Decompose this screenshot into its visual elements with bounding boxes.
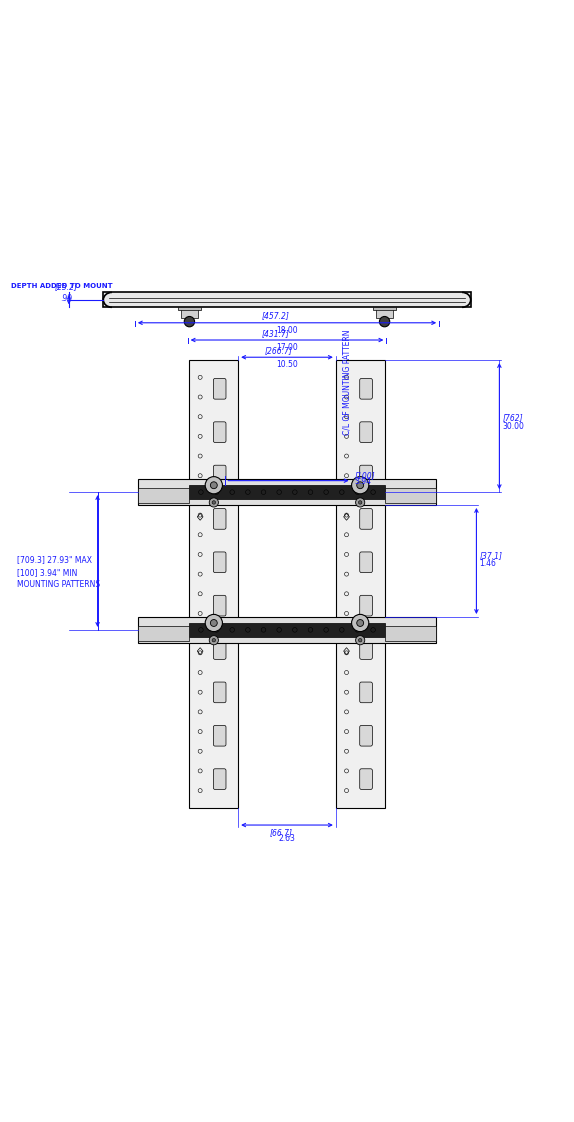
Circle shape bbox=[358, 638, 362, 642]
Text: 3.94: 3.94 bbox=[354, 477, 371, 486]
FancyBboxPatch shape bbox=[214, 769, 226, 790]
FancyBboxPatch shape bbox=[214, 596, 226, 616]
FancyBboxPatch shape bbox=[360, 508, 373, 530]
FancyBboxPatch shape bbox=[214, 508, 226, 530]
Bar bbox=[189, 623, 385, 637]
Circle shape bbox=[212, 638, 216, 642]
Circle shape bbox=[351, 615, 369, 632]
FancyBboxPatch shape bbox=[360, 769, 373, 790]
Circle shape bbox=[184, 316, 195, 327]
Circle shape bbox=[210, 481, 217, 489]
FancyBboxPatch shape bbox=[214, 682, 226, 702]
FancyBboxPatch shape bbox=[214, 552, 226, 572]
Text: C/L OF MOUNTING PATTERN: C/L OF MOUNTING PATTERN bbox=[343, 329, 352, 434]
Text: [25.2]: [25.2] bbox=[55, 282, 77, 291]
Circle shape bbox=[379, 316, 390, 327]
Text: DEPTH ADDED TO MOUNT: DEPTH ADDED TO MOUNT bbox=[11, 284, 113, 289]
Text: 1.46: 1.46 bbox=[479, 560, 496, 569]
Bar bbox=[178, 307, 201, 310]
FancyBboxPatch shape bbox=[360, 552, 373, 572]
Bar bbox=[138, 626, 189, 641]
Bar bbox=[373, 307, 396, 310]
Bar bbox=[103, 293, 471, 307]
Bar bbox=[138, 617, 436, 643]
FancyBboxPatch shape bbox=[214, 378, 226, 399]
FancyBboxPatch shape bbox=[360, 596, 373, 616]
Bar bbox=[138, 488, 189, 504]
Text: 17.00: 17.00 bbox=[276, 343, 298, 352]
Text: [37.1]: [37.1] bbox=[479, 551, 502, 560]
Bar bbox=[336, 360, 385, 808]
Circle shape bbox=[212, 500, 216, 504]
Circle shape bbox=[351, 477, 369, 494]
FancyBboxPatch shape bbox=[360, 466, 373, 486]
FancyBboxPatch shape bbox=[360, 422, 373, 442]
Text: 30.00: 30.00 bbox=[502, 422, 524, 431]
Circle shape bbox=[209, 636, 219, 645]
Bar bbox=[189, 360, 238, 808]
FancyBboxPatch shape bbox=[360, 378, 373, 399]
Text: 2.63: 2.63 bbox=[278, 834, 296, 843]
Bar bbox=[385, 626, 436, 641]
Text: [709.3] 27.93" MAX
[100] 3.94" MIN
MOUNTING PATTERNS: [709.3] 27.93" MAX [100] 3.94" MIN MOUNT… bbox=[17, 555, 100, 589]
Circle shape bbox=[356, 619, 364, 626]
FancyBboxPatch shape bbox=[360, 638, 373, 660]
Text: [431.7]: [431.7] bbox=[262, 329, 289, 338]
Text: 18.00: 18.00 bbox=[276, 325, 298, 334]
Bar bbox=[138, 479, 436, 505]
Text: [266.7]: [266.7] bbox=[265, 346, 292, 355]
FancyBboxPatch shape bbox=[214, 422, 226, 442]
Circle shape bbox=[205, 477, 223, 494]
Circle shape bbox=[358, 500, 362, 504]
Text: .99: .99 bbox=[60, 294, 72, 303]
FancyBboxPatch shape bbox=[214, 638, 226, 660]
Text: [100]: [100] bbox=[354, 471, 375, 480]
Bar bbox=[189, 485, 385, 499]
Circle shape bbox=[356, 481, 364, 489]
Bar bbox=[385, 488, 436, 504]
Text: [66.7]: [66.7] bbox=[270, 828, 293, 837]
FancyBboxPatch shape bbox=[214, 726, 226, 746]
Bar bbox=[376, 307, 393, 318]
Text: [457.2]: [457.2] bbox=[262, 312, 289, 321]
Bar bbox=[181, 307, 198, 318]
Circle shape bbox=[209, 498, 219, 507]
Circle shape bbox=[356, 498, 365, 507]
Text: [762]: [762] bbox=[502, 413, 523, 422]
FancyBboxPatch shape bbox=[360, 726, 373, 746]
Circle shape bbox=[205, 615, 223, 632]
FancyBboxPatch shape bbox=[360, 682, 373, 702]
FancyBboxPatch shape bbox=[214, 466, 226, 486]
Circle shape bbox=[356, 636, 365, 645]
Text: 10.50: 10.50 bbox=[276, 360, 298, 369]
Circle shape bbox=[210, 619, 217, 626]
